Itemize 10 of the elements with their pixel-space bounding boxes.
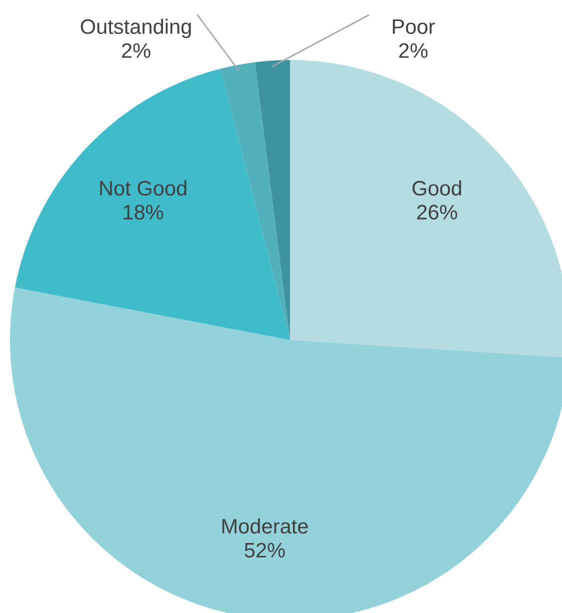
slice-label: Outstanding bbox=[80, 18, 191, 38]
slice-label: Good bbox=[412, 180, 462, 196]
data-label: 52% bbox=[244, 542, 285, 558]
data-label: 26% bbox=[417, 204, 458, 220]
slice-label: Moderate bbox=[222, 518, 308, 534]
data-label: 2% bbox=[122, 43, 150, 58]
slice-label: Poor bbox=[392, 19, 435, 34]
data-label: 18% bbox=[124, 204, 164, 220]
slice-label: Not Good bbox=[100, 180, 186, 196]
data-label: 2% bbox=[399, 43, 428, 58]
